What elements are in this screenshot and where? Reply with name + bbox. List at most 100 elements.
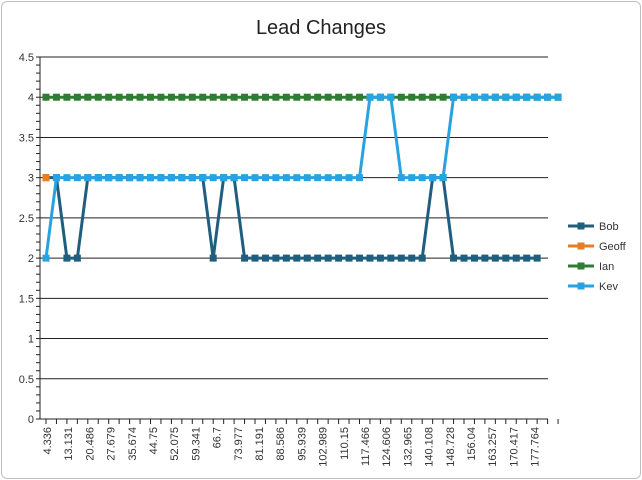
point-bob [491,254,499,262]
grid [40,56,548,420]
point-kev [105,174,113,182]
point-kev [136,174,144,182]
point-bob [335,254,343,262]
point-ian [178,93,186,101]
legend-item-geoff: Geoff [568,241,627,253]
point-kev [512,93,520,101]
y-axis: 0 0.5 1 1.5 2 2.5 3 3.5 4 4.5 [19,52,41,426]
point-bob [251,254,259,262]
chart-title: Lead Changes [256,17,386,39]
point-bob [533,254,541,262]
x-tick-label: 44.75 [148,427,160,455]
point-kev [356,174,363,182]
x-tick-label: 73.977 [233,427,245,461]
point-kev [544,93,552,101]
point-ian [73,93,81,101]
point-bob [282,254,290,262]
series-group [42,93,562,262]
point-bob [387,254,395,262]
point-kev [147,174,154,182]
point-ian [52,93,60,101]
point-kev [460,93,468,101]
x-tick-label: 132.965 [402,427,414,467]
point-ian [345,93,353,101]
point-bob [73,254,81,262]
point-bob [272,254,280,262]
x-tick-label: 35.674 [127,427,139,461]
point-ian [230,93,238,101]
point-kev [387,93,395,101]
point-ian [147,93,154,101]
point-kev [439,174,447,182]
y-tick-label: 1 [28,334,34,346]
point-kev [470,93,478,101]
x-tick-label: 102.989 [318,427,330,467]
point-ian [335,93,343,101]
point-bob [345,254,353,262]
point-bob [502,254,510,262]
x-tick-label: 117.466 [360,427,372,466]
point-kev [408,174,416,182]
legend-marker [577,262,585,270]
point-kev [314,174,322,182]
y-tick-label: 2.5 [19,213,34,225]
point-kev [241,174,249,182]
point-bob [408,254,416,262]
point-kev [324,174,332,182]
point-kev [491,93,499,101]
point-kev [157,174,165,182]
point-bob [418,254,426,262]
point-ian [136,93,144,101]
point-ian [397,93,405,101]
point-bob [303,254,311,262]
point-bob [63,254,71,262]
point-ian [439,93,447,101]
point-bob [314,254,322,262]
point-kev [220,174,228,182]
point-kev [167,174,175,182]
point-ian [429,93,437,101]
point-kev [115,174,123,182]
point-ian [126,93,134,101]
point-kev [303,174,311,182]
y-tick-label: 0 [28,414,34,426]
point-kev [261,174,269,182]
x-tick-label: 156.04 [466,427,478,461]
point-ian [408,93,416,101]
legend-label: Kev [599,281,618,293]
x-tick-label: 66.7 [212,427,224,448]
x-tick-label: 59.341 [190,427,202,461]
x-tick-label: 95.939 [296,427,308,461]
point-kev [230,174,238,182]
point-ian [241,93,249,101]
x-tick-label: 4.336 [42,427,54,455]
point-kev [199,174,207,182]
point-bob [261,254,269,262]
legend-item-bob: Bob [568,221,619,233]
point-bob [512,254,520,262]
point-ian [324,93,332,101]
point-kev [345,174,353,182]
legend-marker [577,242,585,250]
point-ian [105,93,113,101]
point-kev [94,174,102,182]
point-ian [261,93,269,101]
point-kev [533,93,541,101]
point-kev [52,174,60,182]
legend: Bob Geoff Ian Kev [568,221,627,293]
y-tick-label: 3 [28,173,34,185]
point-kev [293,174,301,182]
point-bob [460,254,468,262]
point-bob [470,254,478,262]
legend-marker [577,222,585,230]
x-tick-label: 27.679 [106,427,118,461]
point-geoff [42,174,50,182]
x-tick-label: 177.764 [530,427,542,467]
point-kev [63,174,71,182]
point-ian [282,93,290,101]
point-ian [157,93,165,101]
point-ian [314,93,322,101]
y-tick-label: 4 [28,92,34,104]
x-tick-label: 163.257 [487,427,499,467]
